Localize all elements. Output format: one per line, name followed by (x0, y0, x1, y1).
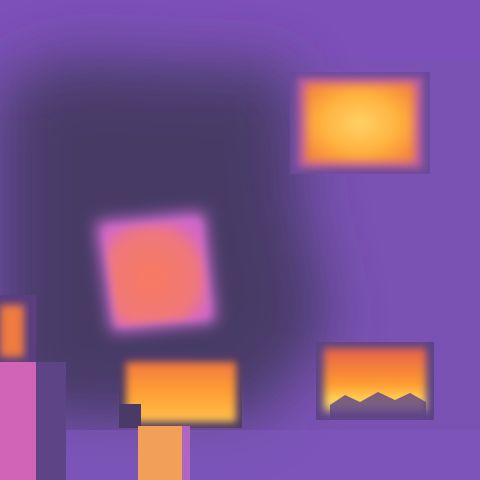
lower-wall (0, 430, 480, 480)
window-sill (330, 392, 426, 418)
sky-band (0, 0, 480, 60)
door-hot (138, 426, 182, 480)
window-hot (126, 362, 236, 422)
door-edge (182, 426, 190, 480)
window-warm (104, 220, 210, 326)
wall-strip (36, 362, 66, 480)
window-hot (306, 84, 414, 162)
window-shadow (119, 404, 141, 428)
door-column (0, 362, 36, 480)
window-warm (0, 305, 24, 357)
